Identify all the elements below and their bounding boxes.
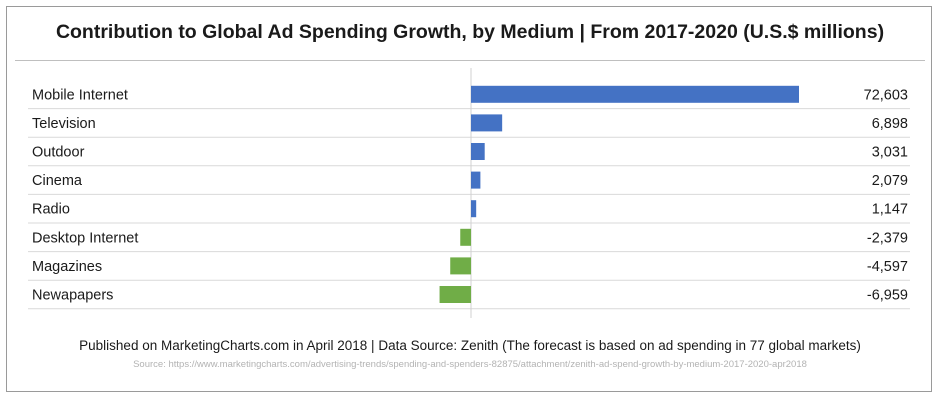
value-label: -6,959 <box>867 288 908 304</box>
value-label: -4,597 <box>867 259 908 275</box>
chart-title: Contribution to Global Ad Spending Growt… <box>55 21 885 43</box>
category-label: Magazines <box>32 259 102 275</box>
bar-radio <box>471 200 477 218</box>
value-label: 1,147 <box>872 202 908 218</box>
bar-desktop-internet <box>460 228 471 246</box>
category-label: Outdoor <box>32 145 85 161</box>
category-label: Newapapers <box>32 288 113 304</box>
category-label: Desktop Internet <box>32 230 138 246</box>
bar-cinema <box>471 171 481 189</box>
value-label: -2,379 <box>867 230 908 246</box>
bar-outdoor <box>471 143 485 160</box>
title-divider <box>15 60 925 61</box>
bars <box>439 85 799 303</box>
gridlines <box>28 108 910 310</box>
category-label: Mobile Internet <box>32 87 128 103</box>
value-label: 2,079 <box>872 173 908 189</box>
bar-television <box>471 114 503 132</box>
bar-mobile-internet <box>471 85 799 103</box>
published-note: Published on MarketingCharts.com in Apri… <box>79 338 861 353</box>
value-label: 3,031 <box>872 145 908 161</box>
value-labels: 72,603 6,898 3,031 2,079 1,147 -2,379 -4,597 -6… <box>864 87 908 303</box>
chart-frame <box>6 6 932 392</box>
bar-chart: Mobile Internet Television Outdoor Cinema Ra… <box>28 68 910 318</box>
bar-magazines <box>450 257 471 275</box>
value-label: 72,603 <box>864 87 908 103</box>
source-url: Source: https://www.marketingcharts.com/… <box>133 359 807 370</box>
value-label: 6,898 <box>872 116 908 132</box>
bar-newapapers <box>439 286 471 303</box>
category-label: Television <box>32 116 96 132</box>
category-label: Cinema <box>32 173 83 189</box>
category-label: Radio <box>32 202 70 218</box>
category-labels: Mobile Internet Television Outdoor Cinema Ra… <box>32 87 138 303</box>
